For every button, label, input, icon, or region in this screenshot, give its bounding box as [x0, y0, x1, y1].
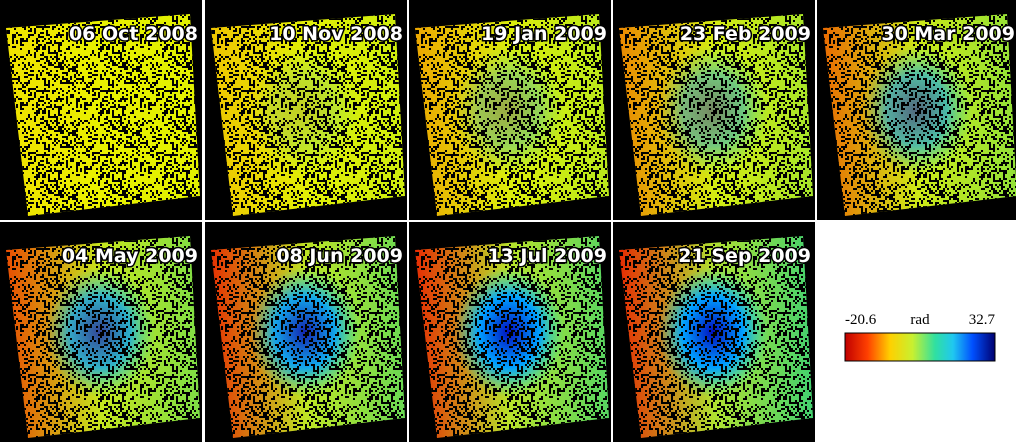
date-label: 30 Mar 2009: [881, 23, 1015, 45]
map-panel: 04 May 2009: [0, 222, 202, 442]
map-panel: 21 Sep 2009: [613, 222, 815, 442]
date-label: 08 Jun 2009: [276, 245, 403, 267]
date-label: 13 Jul 2009: [487, 245, 607, 267]
map-panel: 13 Jul 2009: [409, 222, 611, 442]
date-label: 19 Jan 2009: [481, 23, 607, 45]
map-panel: 10 Nov 2008: [205, 0, 407, 220]
colorbar-unit: rad: [910, 312, 930, 328]
panel-grid: 06 Oct 2008 10 Nov 2008 19 Jan 2009 23 Feb …: [0, 0, 1016, 442]
colorbar-max: 32.7: [969, 312, 996, 328]
colorbar: -20.6 rad 32.7: [845, 312, 996, 361]
figure: 06 Oct 2008 10 Nov 2008 19 Jan 2009 23 Feb …: [0, 0, 1016, 443]
date-label: 04 May 2009: [62, 245, 198, 267]
colorbar-scale: [845, 333, 995, 361]
map-panel: 19 Jan 2009: [409, 0, 611, 220]
colorbar-min: -20.6: [845, 312, 877, 328]
map-panel: 08 Jun 2009: [205, 222, 407, 442]
date-label: 10 Nov 2008: [269, 23, 403, 45]
date-label: 23 Feb 2009: [680, 23, 811, 45]
date-label: 06 Oct 2008: [69, 23, 198, 45]
date-label: 21 Sep 2009: [678, 245, 811, 267]
map-panel: 06 Oct 2008: [0, 0, 202, 220]
map-panel: 23 Feb 2009: [613, 0, 815, 220]
map-panel: 30 Mar 2009: [817, 0, 1016, 220]
